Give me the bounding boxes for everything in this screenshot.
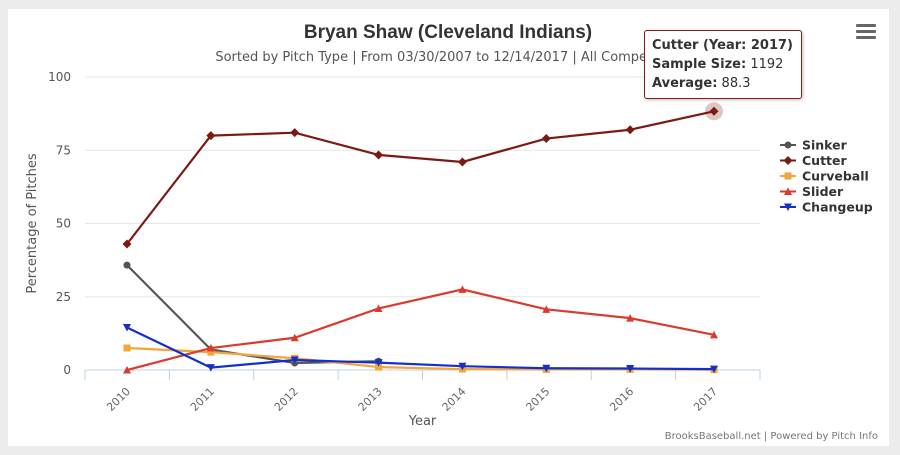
legend-item-curveball[interactable]: Curveball [802,169,869,184]
x-tick-label: 2017 [691,385,720,414]
series-line-slider [126,288,715,372]
tooltip-avg-label: Average: [652,76,718,91]
legend-item-cutter[interactable]: Cutter [802,153,848,168]
data-point-cutter [206,131,216,141]
tooltip-sample-label: Sample Size: [652,57,747,72]
legend-marker-changeup [784,203,792,211]
y-axis-title: Percentage of Pitches [25,153,40,294]
y-tick-label: 50 [56,217,71,231]
data-point-slider [542,305,551,313]
data-point-slider [123,366,131,374]
x-tick-label: 2015 [523,385,552,414]
data-point-slider [458,285,467,293]
credits: BrooksBaseball.net | Powered by Pitch In… [665,431,878,442]
y-tick-label: 25 [56,290,71,304]
data-point-cutter [541,134,551,144]
data-point-changeup [542,364,551,373]
data-point-curveball [123,344,131,352]
x-tick-label: 2012 [272,385,301,414]
data-point-cutter [374,150,384,160]
data-point-sinker [123,261,131,269]
legend-item-sinker[interactable]: Sinker [802,138,848,153]
series-line-sinker [126,264,379,365]
chart-card: Bryan Shaw (Cleveland Indians) Sorted by … [8,9,889,446]
legend-marker-slider [784,187,792,195]
data-point-curveball [207,348,215,356]
y-tick-label: 75 [56,143,71,157]
legend-item-slider[interactable]: Slider [802,184,844,199]
series-line-cutter [126,110,715,245]
data-point-changeup [123,324,131,332]
x-tick-label: 2011 [188,385,217,414]
data-point-cutter [457,157,467,167]
data-point-slider [626,314,635,322]
data-point-cutter [709,106,719,116]
x-tick-label: 2014 [440,385,469,414]
chart-title: Bryan Shaw (Cleveland Indians) [304,22,592,43]
data-point-changeup [710,365,718,374]
line-chart: Bryan Shaw (Cleveland Indians) Sorted by … [25,22,878,442]
data-point-cutter [290,128,300,138]
legend-marker-curveball [784,172,792,180]
tooltip-title: Cutter (Year: 2017) [652,38,793,53]
data-point-changeup [374,359,383,367]
legend-item-changeup[interactable]: Changeup [802,200,873,215]
tooltip: Cutter (Year: 2017) Sample Size: 1192 Av… [644,30,802,99]
data-point-cutter [122,239,132,249]
y-tick-label: 100 [48,70,71,84]
data-point-curveball [375,363,383,371]
x-tick-label: 2010 [104,385,133,414]
tooltip-avg-value: 88.3 [721,76,751,91]
x-tick-label: 2016 [607,385,636,414]
data-point-changeup [206,364,215,372]
data-point-slider [206,344,215,352]
tooltip-sample-value: 1192 [750,57,784,72]
x-tick-label: 2013 [356,385,385,414]
data-point-changeup [290,356,299,365]
legend-marker-sinker [784,141,792,149]
legend-marker-cutter [783,156,793,165]
chart-subtitle: Sorted by Pitch Type | From 03/30/2007 t… [215,50,680,65]
data-point-changeup [458,362,467,371]
data-point-changeup [626,365,635,373]
data-point-slider [374,304,383,312]
x-axis-title: Year [408,414,437,429]
data-point-slider [710,330,718,339]
data-point-cutter [625,125,635,135]
series-line-changeup [126,326,715,371]
y-tick-label: 0 [63,363,71,377]
menu-icon[interactable] [856,24,876,42]
data-point-slider [290,333,299,342]
